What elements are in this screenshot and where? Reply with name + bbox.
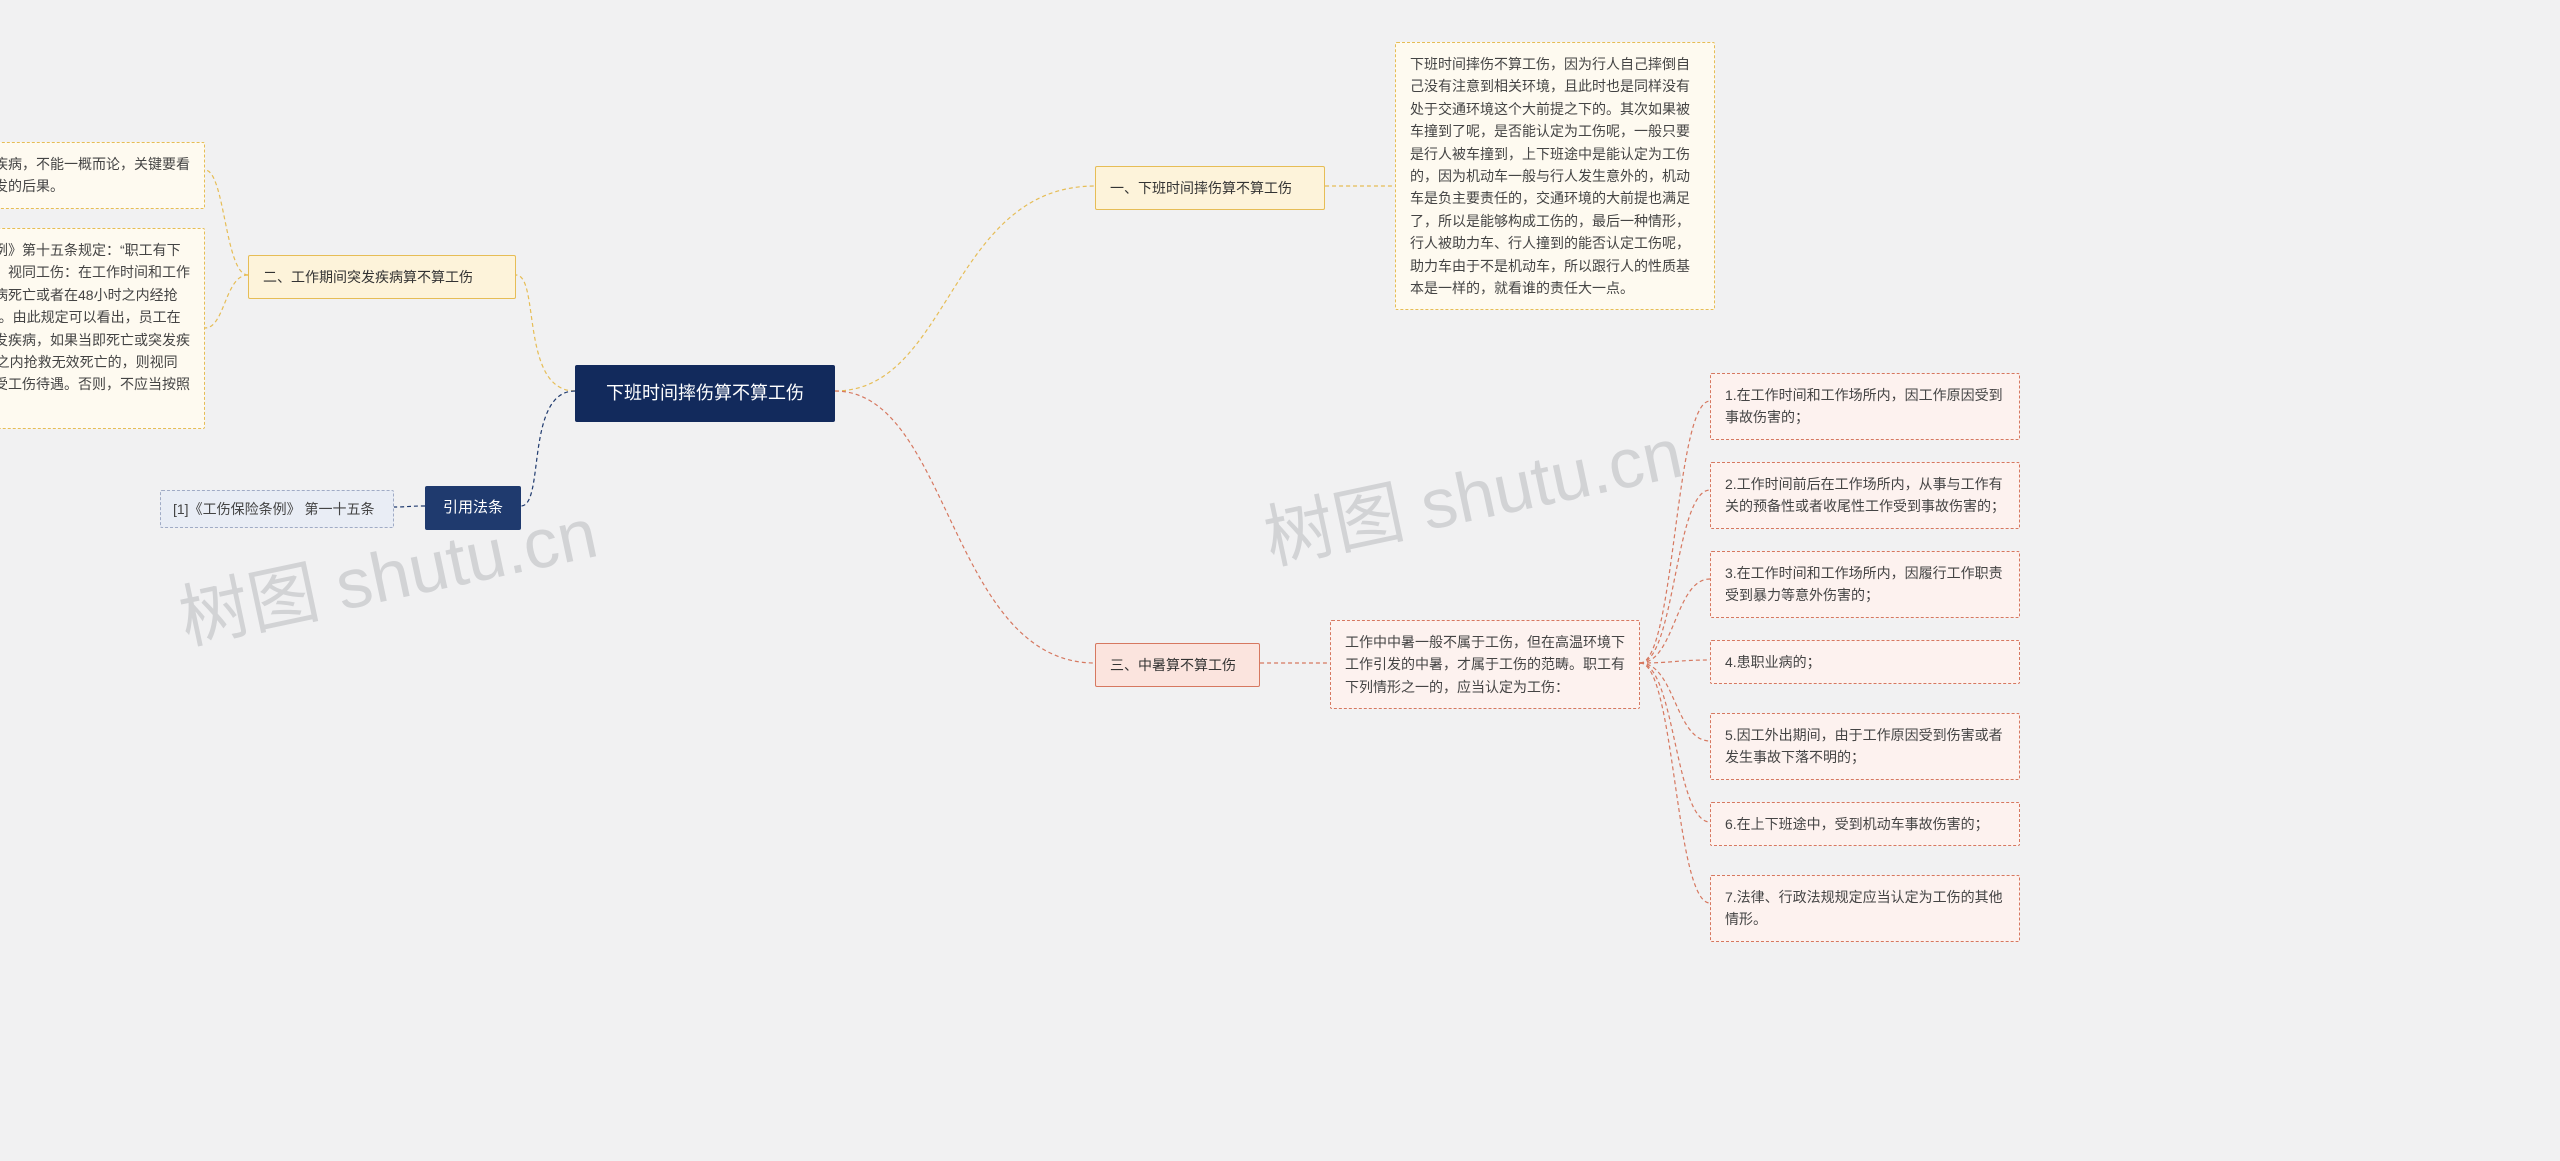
branch-label: 二、工作期间突发疾病算不算工伤 — [263, 269, 473, 285]
leaf-text: 5.因工外出期间，由于工作原因受到伤害或者发生事故下落不明的； — [1725, 727, 2003, 765]
leaf-text: 1.在工作时间和工作场所内，因工作原因受到事故伤害的； — [1725, 387, 2003, 425]
leaf-text: 3.在工作时间和工作场所内，因履行工作职责受到暴力等意外伤害的； — [1725, 565, 2003, 603]
leaf-text: 4.患职业病的； — [1725, 654, 1821, 670]
branch-label: 一、下班时间摔伤算不算工伤 — [1110, 180, 1292, 196]
leaf-text: 6.在上下班途中，受到机动车事故伤害的； — [1725, 816, 1989, 832]
leaf-node-b3l6[interactable]: 6.在上下班途中，受到机动车事故伤害的； — [1710, 802, 2020, 846]
leaf-text: 在工作中突发疾病，不能一概而论，关键要看突发疾病后引发的后果。 — [0, 156, 190, 194]
leaf-node-b3l2[interactable]: 2.工作时间前后在工作场所内，从事与工作有关的预备性或者收尾性工作受到事故伤害的… — [1710, 462, 2020, 529]
leaf-node-b3l3[interactable]: 3.在工作时间和工作场所内，因履行工作职责受到暴力等意外伤害的； — [1710, 551, 2020, 618]
watermark: 树图 shutu.cn — [1254, 397, 1690, 584]
leaf-node-b1l1[interactable]: 下班时间摔伤不算工伤，因为行人自己摔倒自己没有注意到相关环境，且此时也是同样没有… — [1395, 42, 1715, 310]
leaf-text: 《工伤保险条例》第十五条规定：“职工有下列情形之一的，视同工伤：在工作时间和工作… — [0, 242, 190, 415]
leaf-text: 7.法律、行政法规规定应当认定为工伤的其他情形。 — [1725, 889, 2003, 927]
root-node[interactable]: 下班时间摔伤算不算工伤 — [575, 365, 835, 422]
leaf-node-b2l1[interactable]: 在工作中突发疾病，不能一概而论，关键要看突发疾病后引发的后果。 — [0, 142, 205, 209]
leaf-node-b3l1[interactable]: 1.在工作时间和工作场所内，因工作原因受到事故伤害的； — [1710, 373, 2020, 440]
branch-node-3[interactable]: 三、中暑算不算工伤 — [1095, 643, 1260, 687]
leaf-node-b3l4[interactable]: 4.患职业病的； — [1710, 640, 2020, 684]
leaf-text: 工作中中暑一般不属于工伤，但在高温环境下工作引发的中暑，才属于工伤的范畴。职工有… — [1345, 634, 1625, 695]
branch-node-1[interactable]: 一、下班时间摔伤算不算工伤 — [1095, 166, 1325, 210]
root-label: 下班时间摔伤算不算工伤 — [606, 383, 804, 403]
leaf-node-b3l7[interactable]: 7.法律、行政法规规定应当认定为工伤的其他情形。 — [1710, 875, 2020, 942]
leaf-text: 下班时间摔伤不算工伤，因为行人自己摔倒自己没有注意到相关环境，且此时也是同样没有… — [1410, 56, 1690, 296]
branch-node-2[interactable]: 二、工作期间突发疾病算不算工伤 — [248, 255, 516, 299]
intermediate-node-b3[interactable]: 工作中中暑一般不属于工伤，但在高温环境下工作引发的中暑，才属于工伤的范畴。职工有… — [1330, 620, 1640, 709]
branch-label: 三、中暑算不算工伤 — [1110, 657, 1236, 673]
leaf-node-b4l1[interactable]: [1]《工伤保险条例》 第一十五条 — [160, 490, 394, 528]
leaf-text: [1]《工伤保险条例》 第一十五条 — [173, 501, 374, 517]
leaf-node-b3l5[interactable]: 5.因工外出期间，由于工作原因受到伤害或者发生事故下落不明的； — [1710, 713, 2020, 780]
branch-node-4[interactable]: 引用法条 — [425, 486, 521, 530]
leaf-text: 2.工作时间前后在工作场所内，从事与工作有关的预备性或者收尾性工作受到事故伤害的… — [1725, 476, 2005, 514]
branch-label: 引用法条 — [443, 499, 503, 516]
leaf-node-b2l2[interactable]: 《工伤保险条例》第十五条规定：“职工有下列情形之一的，视同工伤：在工作时间和工作… — [0, 228, 205, 429]
